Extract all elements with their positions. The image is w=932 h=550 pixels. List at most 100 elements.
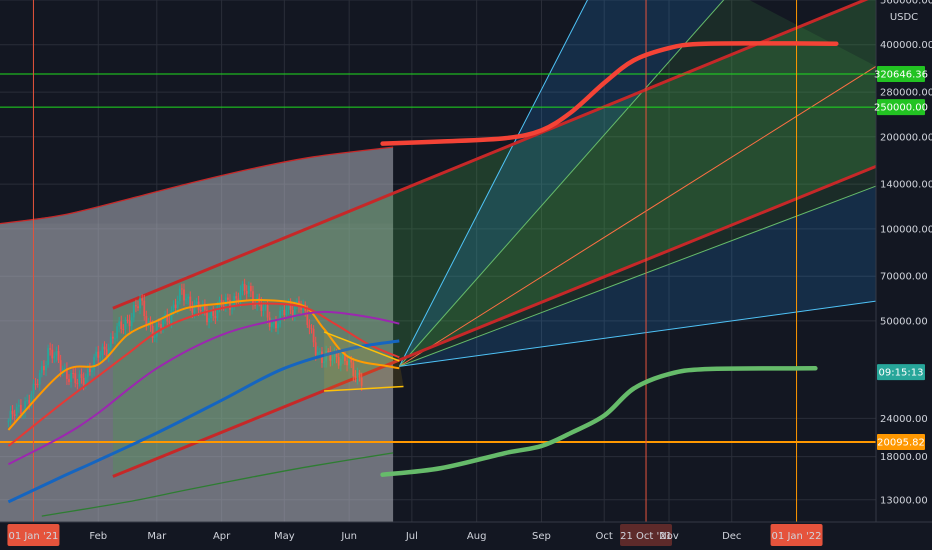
candle-body	[208, 318, 210, 323]
candle-body	[43, 366, 45, 371]
candle-body	[254, 304, 256, 306]
x-tick-highlight	[7, 524, 60, 546]
candle-body	[191, 307, 194, 313]
x-tick-label: Aug	[467, 531, 487, 542]
candle-body	[214, 315, 217, 319]
candle-body	[74, 373, 77, 384]
candle-body	[13, 414, 16, 416]
candle-body	[283, 309, 286, 316]
candle-body	[68, 378, 70, 383]
moving-average-line	[7, 310, 400, 466]
candle-body	[318, 351, 321, 353]
y-tick-label: 18000.00	[880, 452, 928, 463]
candle-body	[178, 288, 181, 301]
candle-body	[7, 421, 10, 423]
price-label: 09:15:13	[879, 368, 924, 379]
lower-projection	[380, 366, 818, 477]
upper-projection	[380, 41, 839, 146]
candle-body	[310, 328, 313, 330]
candle-body	[264, 305, 267, 307]
moving-average-line	[7, 339, 400, 504]
candle-body	[109, 336, 112, 348]
price-label: 320646.36	[874, 70, 928, 81]
candle-body	[132, 305, 135, 318]
y-tick-label: 280000.00	[880, 88, 932, 99]
candle-body	[99, 355, 102, 358]
x-tick-label: Dec	[722, 531, 741, 542]
candle-body	[172, 304, 175, 310]
candle-body	[226, 297, 229, 300]
candle-body	[157, 323, 160, 325]
candle-body	[344, 353, 346, 362]
horizontal-levels	[0, 73, 876, 443]
candle-body	[195, 301, 198, 305]
candle-body	[287, 302, 290, 309]
candle-body	[300, 306, 302, 310]
candle-body	[262, 306, 265, 311]
price-label: 20095.82	[877, 437, 925, 448]
candle-body	[308, 325, 311, 329]
candle-body	[260, 302, 263, 311]
x-tick-label: Nov	[659, 531, 679, 542]
envelope-bands	[0, 146, 394, 517]
candle-body	[354, 375, 357, 379]
triangle-pattern	[323, 331, 404, 392]
candle-body	[350, 359, 353, 363]
y-tick-label: 400000.00	[880, 40, 932, 51]
candle-body	[162, 319, 164, 328]
candle-body	[201, 303, 204, 311]
triangle-lower	[324, 385, 404, 392]
candle-body	[212, 311, 215, 316]
x-tick-label: May	[274, 531, 295, 542]
candle-body	[97, 351, 100, 358]
candle-body	[247, 285, 250, 294]
candle-body	[277, 323, 279, 329]
candle-body	[26, 400, 29, 402]
candle-body	[91, 370, 93, 373]
x-tick-label: Apr	[213, 531, 231, 542]
candle-body	[17, 404, 20, 407]
candle-body	[116, 326, 118, 339]
candle-body	[111, 336, 114, 339]
candle-body	[237, 298, 240, 302]
y-tick-label: 560000.00	[880, 0, 932, 7]
candle-body	[291, 309, 294, 316]
candle-body	[61, 368, 64, 372]
price-label-box	[877, 99, 925, 116]
candle-body	[203, 303, 206, 310]
candle-body	[59, 360, 62, 372]
y-axis[interactable]: USDC 560000.00 400000.00 280000.00 200000.0…	[874, 0, 932, 522]
candle-body	[88, 368, 91, 373]
vertical-markers	[32, 0, 798, 522]
candle-body	[289, 302, 292, 310]
candle-body	[187, 296, 190, 299]
candle-body	[118, 321, 121, 327]
candle-body	[49, 348, 52, 350]
candle-body	[281, 309, 284, 311]
candle-body	[114, 338, 116, 340]
y-tick-label: 70000.00	[880, 272, 928, 283]
candle-body	[34, 383, 37, 385]
candle-body	[241, 283, 244, 291]
candle-body	[76, 383, 79, 385]
y-tick-label: 140000.00	[880, 180, 932, 191]
candle-body	[199, 309, 202, 311]
candle-body	[231, 305, 233, 310]
x-axis[interactable]: 01 Jan '21 Feb Mar Apr May Jun Jul Aug Sep Oct 21 …	[0, 521, 932, 550]
channel-lower-line	[112, 165, 877, 478]
candle-body	[249, 285, 252, 292]
candle-body	[38, 372, 41, 385]
channel-upper-line	[112, 0, 869, 310]
candle-body	[20, 404, 22, 414]
x-tick-highlight	[620, 524, 673, 546]
candle-body	[358, 372, 361, 378]
candle-body	[233, 296, 236, 306]
candle-body	[101, 346, 104, 356]
x-tick-label: 01 Jan '22	[772, 531, 822, 542]
candle-body	[141, 298, 144, 301]
candle-body	[183, 289, 185, 301]
candle-body	[78, 374, 81, 384]
candle-body	[341, 353, 344, 359]
candle-body	[337, 357, 340, 366]
